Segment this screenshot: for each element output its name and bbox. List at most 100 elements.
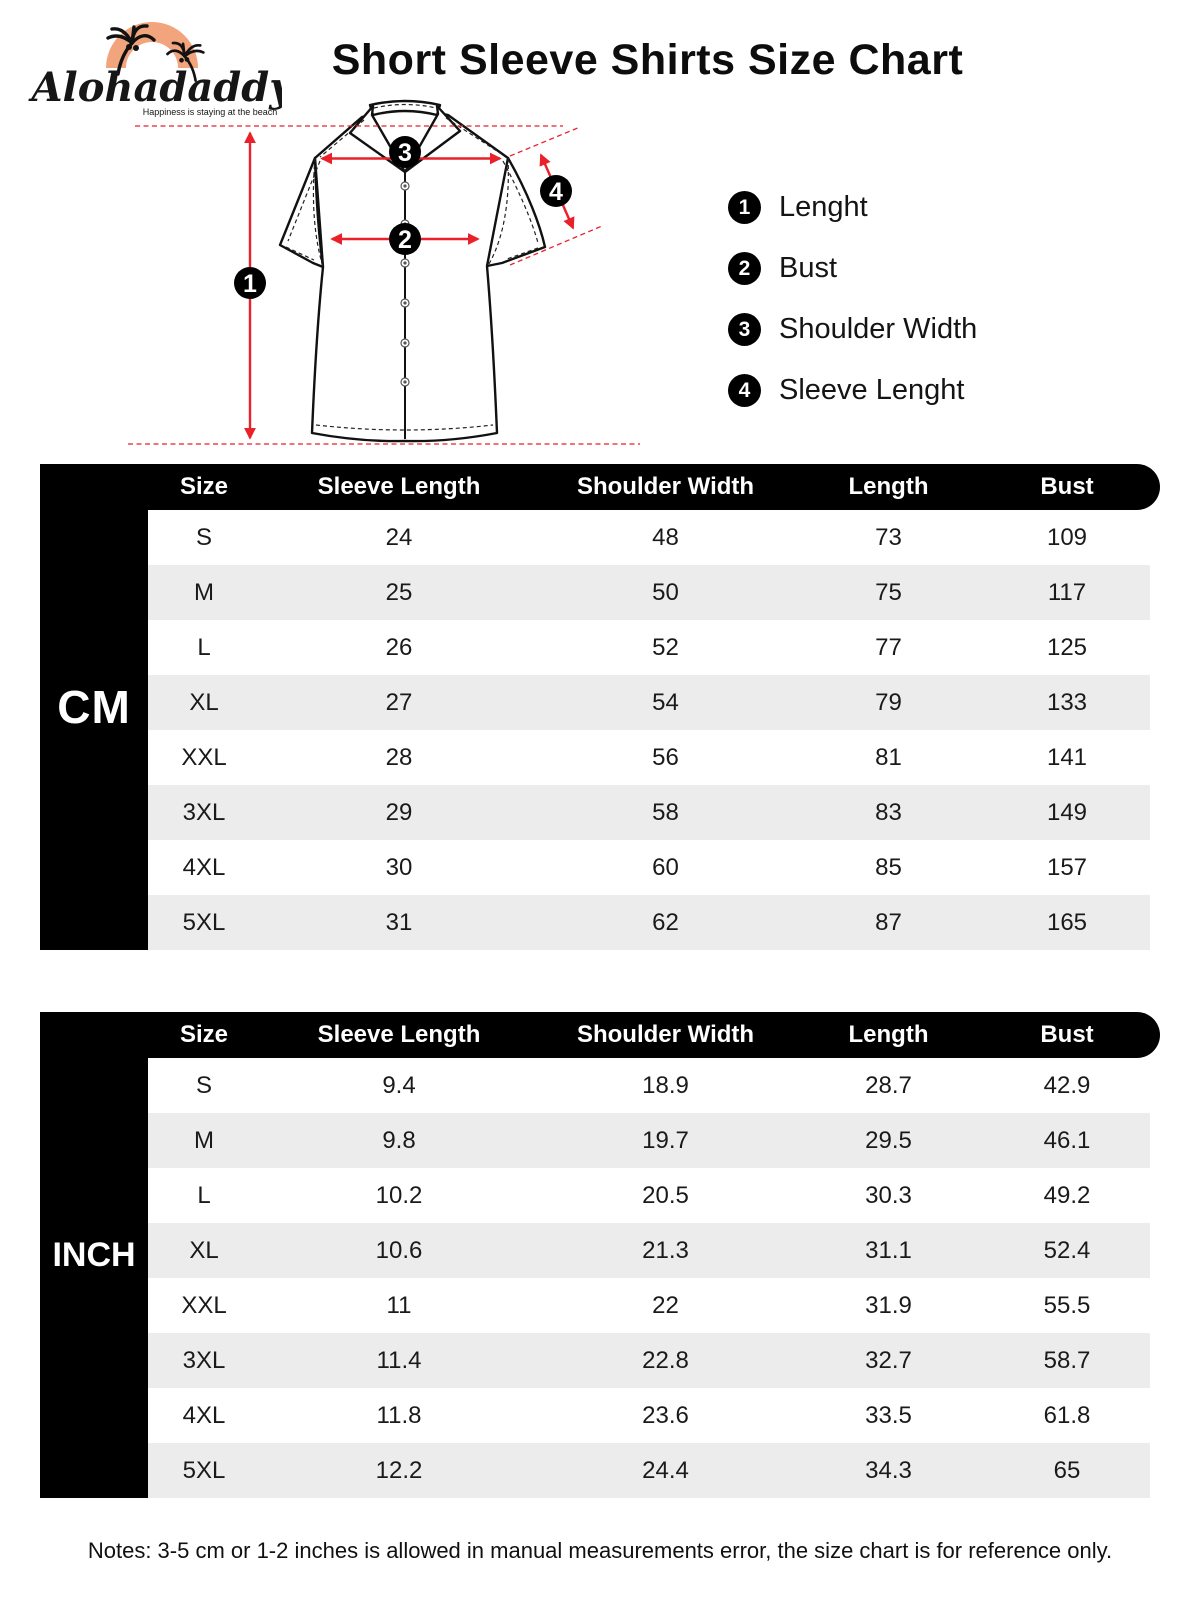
cell-bust: 149 (1046, 798, 1088, 826)
cell-length: 33.5 (865, 1401, 912, 1429)
col-header-size: Size (179, 473, 229, 500)
cell-sleeve-length: 29 (385, 798, 413, 826)
cell-length: 73 (875, 523, 902, 551)
cell-size: 4XL (182, 853, 226, 881)
table-row: 4XL 30 60 85 157 (148, 840, 1150, 895)
legend-num-3-icon: 3 (728, 313, 761, 346)
legend-item-length: 1 Lenght (728, 190, 977, 225)
cell-length: 34.3 (865, 1456, 912, 1484)
cell-sleeve-length: 27 (385, 688, 413, 716)
cell-size: XXL (181, 743, 227, 771)
legend-label: Shoulder Width (779, 313, 978, 345)
cell-sleeve-length: 26 (385, 633, 413, 661)
legend-num-4-icon: 4 (728, 374, 761, 407)
cell-shoulder-width: 20.5 (642, 1181, 689, 1209)
brand-name: Alohadaddy (28, 64, 282, 111)
cell-size: 4XL (182, 1401, 226, 1429)
table-row: S 24 48 73 109 (148, 510, 1150, 565)
cell-bust: 65 (1053, 1456, 1081, 1484)
cell-bust: 109 (1046, 523, 1088, 551)
marker-3: 3 (389, 136, 421, 168)
table-row: XXL 11 22 31.9 55.5 (148, 1278, 1150, 1333)
cell-length: 81 (875, 743, 902, 771)
legend-num-2-icon: 2 (728, 252, 761, 285)
marker-4: 4 (540, 175, 572, 207)
page-title: Short Sleeve Shirts Size Chart (331, 36, 964, 84)
table-row: L 26 52 77 125 (148, 620, 1150, 675)
shirt-stitching (285, 103, 539, 431)
cell-sleeve-length: 24 (385, 523, 413, 551)
col-header-bust: Bust (1040, 1021, 1094, 1048)
cell-shoulder-width: 22 (652, 1291, 679, 1319)
cell-sleeve-length: 28 (385, 743, 413, 771)
table-row: 3XL 11.4 22.8 32.7 58.7 (148, 1333, 1150, 1388)
palm-trees-icon (106, 24, 205, 82)
table-row: M 25 50 75 117 (148, 565, 1150, 620)
table-row: XXL 28 56 81 141 (148, 730, 1150, 785)
svg-text:4: 4 (549, 178, 563, 206)
cm-unit-band: CM (40, 464, 148, 950)
cell-bust: 55.5 (1043, 1291, 1091, 1319)
cell-bust: 117 (1047, 578, 1087, 606)
col-header-bust: Bust (1040, 473, 1094, 500)
cell-bust: 141 (1046, 743, 1088, 771)
svg-text:3: 3 (398, 139, 412, 167)
cell-sleeve-length: 10.6 (375, 1236, 423, 1264)
cell-bust: 49.2 (1043, 1181, 1091, 1209)
cell-length: 87 (875, 908, 902, 936)
measurement-legend: 1 Lenght 2 Bust 3 Shoulder Width 4 Sleev… (728, 190, 977, 408)
cell-shoulder-width: 58 (652, 798, 679, 826)
cell-length: 79 (875, 688, 902, 716)
col-header-length: Length (848, 473, 929, 500)
legend-item-bust: 2 Bust (728, 251, 977, 286)
cell-length: 75 (875, 578, 902, 606)
unit-label: INCH (52, 1235, 136, 1274)
cell-size: 3XL (182, 1346, 226, 1374)
table-row: 3XL 29 58 83 149 (148, 785, 1150, 840)
cell-shoulder-width: 62 (652, 908, 679, 936)
cell-length: 31.9 (865, 1291, 912, 1319)
cell-size: XL (189, 688, 219, 716)
cell-size: XL (189, 1236, 219, 1264)
inch-table-rows: S 9.4 18.9 28.7 42.9 M 9.8 19.7 29.5 46.… (148, 1058, 1150, 1498)
cell-shoulder-width: 23.6 (642, 1401, 689, 1429)
cell-size: S (195, 1071, 212, 1099)
cell-length: 77 (875, 633, 902, 661)
shirt-measurement-diagram: 1 2 3 4 (128, 99, 640, 445)
col-header-shoulder-width: Shoulder Width (576, 1021, 755, 1048)
cell-length: 85 (875, 853, 902, 881)
cell-bust: 42.9 (1043, 1071, 1091, 1099)
cell-sleeve-length: 10.2 (375, 1181, 423, 1209)
sun-arch-icon (106, 22, 198, 68)
cell-sleeve-length: 30 (385, 853, 413, 881)
cell-length: 32.7 (865, 1346, 912, 1374)
cell-length: 30.3 (865, 1181, 912, 1209)
cell-bust: 165 (1046, 908, 1088, 936)
cell-sleeve-length: 9.4 (382, 1071, 416, 1099)
notes-text: Notes: 3-5 cm or 1-2 inches is allowed i… (87, 1538, 1113, 1563)
shirt-outline (278, 99, 547, 443)
col-header-sleeve-length: Sleeve Length (317, 473, 481, 500)
inch-size-table: INCH Size Sleeve Length Shoulder Width L… (40, 1012, 1160, 1498)
cm-table-header: Size Sleeve Length Shoulder Width Length… (40, 464, 1160, 510)
cell-shoulder-width: 60 (652, 853, 679, 881)
cell-shoulder-width: 24.4 (642, 1456, 689, 1484)
cell-size: 5XL (182, 1456, 226, 1484)
cell-shoulder-width: 56 (652, 743, 679, 771)
legend-num-1-icon: 1 (728, 191, 761, 224)
cell-sleeve-length: 11.8 (376, 1401, 422, 1429)
cell-size: XXL (181, 1291, 227, 1319)
cell-sleeve-length: 12.2 (375, 1456, 423, 1484)
cell-bust: 61.8 (1043, 1401, 1091, 1429)
table-row: XL 27 54 79 133 (148, 675, 1150, 730)
inch-table-header: Size Sleeve Length Shoulder Width Length… (40, 1012, 1160, 1058)
legend-label: Sleeve Lenght (779, 374, 965, 406)
legend-label: Lenght (779, 191, 868, 223)
cell-sleeve-length: 25 (385, 578, 413, 606)
cell-bust: 157 (1046, 853, 1088, 881)
cell-shoulder-width: 18.9 (642, 1071, 689, 1099)
cell-shoulder-width: 54 (652, 688, 679, 716)
cm-table-rows: S 24 48 73 109 M 25 50 75 117 L 26 52 77… (148, 510, 1150, 950)
cell-shoulder-width: 48 (652, 523, 679, 551)
